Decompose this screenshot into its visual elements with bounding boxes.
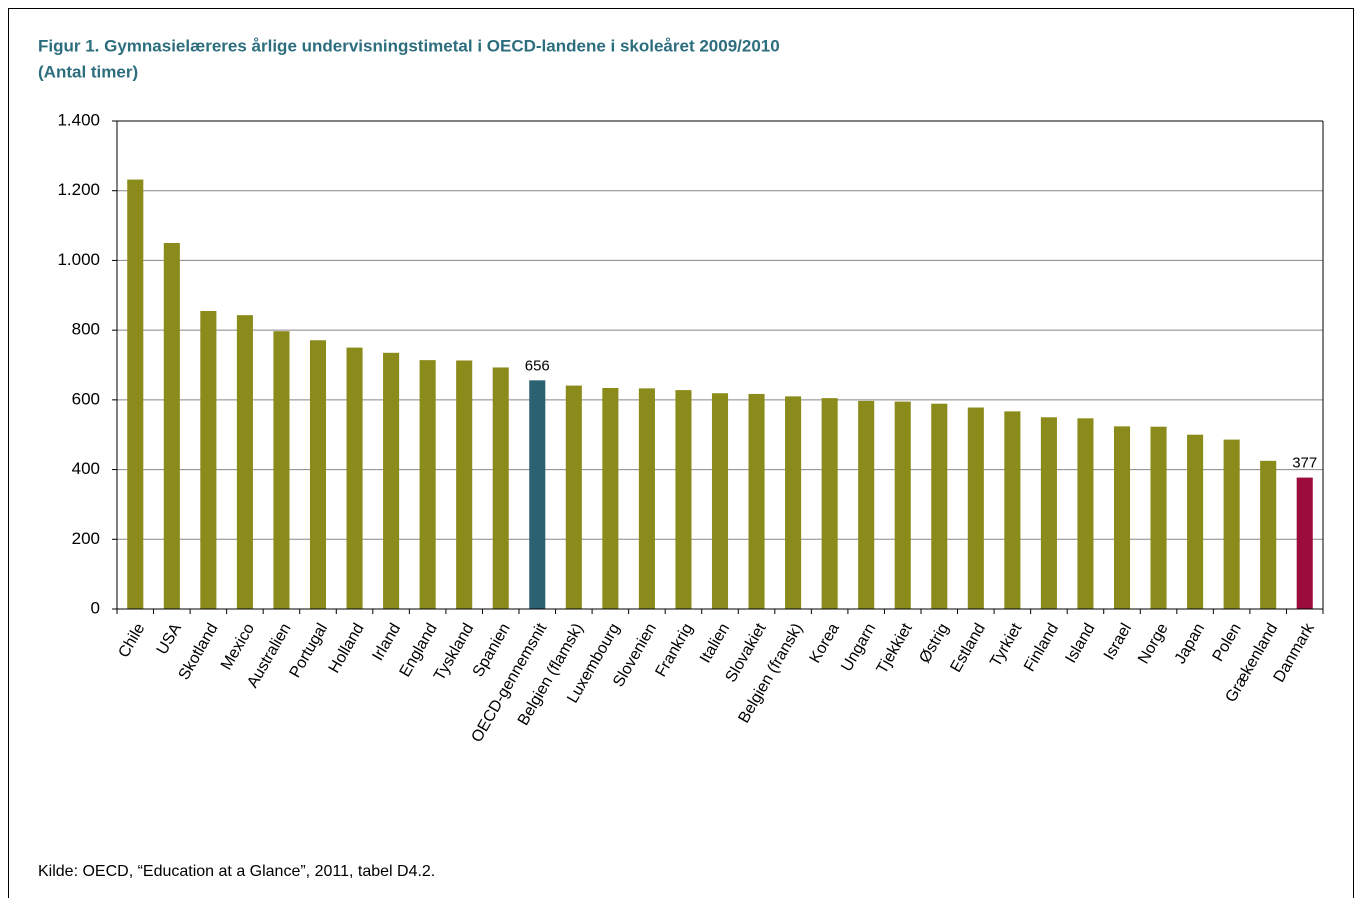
bar (1004, 411, 1021, 609)
bar (711, 393, 729, 609)
x-tick-label: Holland (326, 621, 368, 677)
y-tick-label: 600 (72, 389, 100, 408)
bar (127, 179, 144, 609)
x-tick-label: Israel (1101, 621, 1135, 663)
source: Kilde: OECD, “Education at a Glance”, 20… (38, 863, 435, 880)
bar (821, 398, 838, 609)
y-tick-label: 0 (91, 598, 100, 617)
bar (383, 352, 400, 609)
x-tick-label: Ungarn (838, 621, 879, 675)
bar (785, 396, 802, 609)
bar (346, 347, 363, 609)
x-tick-label: Island (1062, 621, 1098, 666)
data-label: 656 (525, 357, 550, 374)
bar (675, 390, 692, 609)
bar (565, 385, 582, 609)
bar (419, 360, 436, 609)
y-tick-label: 1.000 (57, 250, 100, 269)
bar (1040, 417, 1057, 609)
y-tick-label: 800 (72, 320, 100, 339)
bar (1113, 426, 1131, 609)
frame (8, 8, 1354, 898)
bar (1077, 418, 1094, 609)
bar (529, 380, 546, 609)
chart-subtitle: (Antal timer) (38, 62, 138, 81)
bar (163, 243, 180, 609)
bar (858, 400, 875, 609)
x-tick-label: Tjekkiet (874, 620, 917, 677)
y-tick-label: 1.400 (57, 110, 100, 129)
bar (638, 388, 655, 609)
bar (309, 340, 327, 609)
bar (1223, 439, 1240, 609)
bar (931, 403, 948, 609)
data-label: 377 (1292, 455, 1317, 472)
bar (1187, 434, 1204, 609)
bar (273, 331, 290, 609)
x-tick-label: Chile (115, 621, 148, 661)
bar (456, 360, 473, 609)
x-tick-label: USA (154, 620, 185, 657)
x-tick-label: Korea (807, 621, 843, 667)
bar (236, 315, 253, 609)
y-tick-label: 400 (72, 459, 100, 478)
bar (1150, 426, 1167, 609)
bar (1260, 460, 1277, 609)
bar (602, 388, 619, 609)
x-tick-label: Norge (1135, 621, 1172, 667)
x-tick-label: Irland (369, 621, 404, 664)
y-tick-label: 200 (72, 529, 100, 548)
x-tick-label: Estland (948, 621, 989, 676)
x-tick-label: Polen (1210, 621, 1245, 665)
chart-title: Figur 1. Gymnasielæreres årlige undervis… (38, 36, 780, 55)
y-tick-label: 1.200 (57, 180, 100, 199)
bar (1296, 477, 1313, 609)
x-tick-label: Italien (697, 621, 733, 666)
x-tick-label: Mexico (218, 621, 258, 673)
bar (967, 407, 984, 609)
bar (748, 393, 765, 609)
bar (200, 310, 217, 609)
x-tick-label: Østrig (916, 621, 952, 666)
bar (894, 401, 911, 609)
bar (492, 367, 509, 609)
x-tick-label: Japan (1172, 621, 1209, 667)
x-tick-label: Tyrkiet (987, 620, 1026, 670)
x-tick-label: Finland (1021, 621, 1062, 675)
